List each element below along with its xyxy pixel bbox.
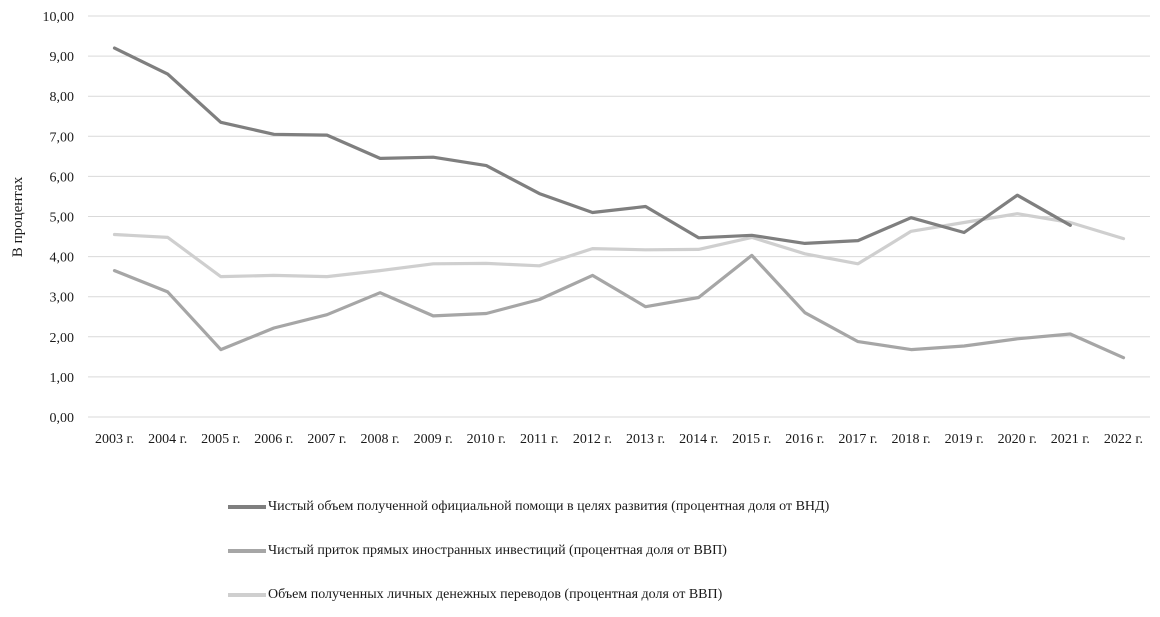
x-tick-label: 2016 г. bbox=[785, 432, 824, 447]
y-tick-label: 9,00 bbox=[50, 50, 75, 65]
legend-item-fdi: Чистый приток прямых иностранных инвести… bbox=[228, 529, 1128, 573]
y-tick-label: 4,00 bbox=[50, 251, 75, 266]
y-tick-label: 6,00 bbox=[50, 170, 75, 185]
y-tick-label: 2,00 bbox=[50, 331, 75, 346]
y-tick-label: 8,00 bbox=[50, 90, 75, 105]
x-tick-label: 2022 г. bbox=[1104, 432, 1143, 447]
x-tick-label: 2021 г. bbox=[1051, 432, 1090, 447]
legend-label-fdi: Чистый приток прямых иностранных инвести… bbox=[268, 543, 727, 558]
series-line-0 bbox=[112, 46, 1072, 245]
legend-swatch-remittances bbox=[228, 593, 266, 597]
y-axis-ticks: 0,00 1,00 2,00 3,00 4,00 5,00 6,00 7,00 8,00 9,00… bbox=[43, 10, 75, 426]
x-tick-label: 2019 г. bbox=[945, 432, 984, 447]
x-tick-label: 2007 г. bbox=[307, 432, 346, 447]
x-tick-label: 2020 г. bbox=[998, 432, 1037, 447]
x-tick-label: 2010 г. bbox=[467, 432, 506, 447]
x-tick-label: 2005 г. bbox=[201, 432, 240, 447]
y-tick-label: 5,00 bbox=[50, 211, 75, 226]
y-tick-label: 3,00 bbox=[50, 291, 75, 306]
line-chart: 0,00 1,00 2,00 3,00 4,00 5,00 6,00 7,00 8,00 9,00… bbox=[10, 10, 1150, 447]
legend-label-remittances: Объем полученных личных денежных перевод… bbox=[268, 587, 723, 602]
x-tick-label: 2018 г. bbox=[891, 432, 930, 447]
x-tick-label: 2015 г. bbox=[732, 432, 771, 447]
y-tick-label: 0,00 bbox=[50, 411, 75, 426]
legend-item-remittances: Объем полученных личных денежных перевод… bbox=[228, 573, 1128, 617]
x-tick-label: 2011 г. bbox=[520, 432, 559, 447]
grid-lines bbox=[88, 15, 1150, 418]
legend-swatch-oda bbox=[228, 505, 266, 509]
x-tick-label: 2003 г. bbox=[95, 432, 134, 447]
x-tick-label: 2008 г. bbox=[360, 432, 399, 447]
x-tick-label: 2017 г. bbox=[838, 432, 877, 447]
y-axis-label: В процентах bbox=[10, 176, 26, 257]
y-tick-label: 1,00 bbox=[50, 371, 75, 386]
x-tick-label: 2006 г. bbox=[254, 432, 293, 447]
legend-swatch-fdi bbox=[228, 549, 266, 553]
y-tick-label: 7,00 bbox=[50, 130, 75, 145]
legend: Чистый объем полученной официальной помо… bbox=[228, 485, 1128, 617]
series-line-1 bbox=[112, 253, 1126, 360]
series-lines bbox=[112, 46, 1126, 360]
legend-item-oda: Чистый объем полученной официальной помо… bbox=[228, 485, 1128, 529]
y-tick-label: 10,00 bbox=[43, 10, 75, 25]
x-tick-label: 2013 г. bbox=[626, 432, 665, 447]
series-line-2 bbox=[112, 212, 1126, 279]
x-tick-label: 2004 г. bbox=[148, 432, 187, 447]
x-tick-label: 2014 г. bbox=[679, 432, 718, 447]
x-axis-ticks: 2003 г. 2004 г. 2005 г. 2006 г. 2007 г. 2008 … bbox=[95, 432, 1143, 447]
x-tick-label: 2012 г. bbox=[573, 432, 612, 447]
x-tick-label: 2009 г. bbox=[414, 432, 453, 447]
legend-label-oda: Чистый объем полученной официальной помо… bbox=[268, 499, 830, 514]
